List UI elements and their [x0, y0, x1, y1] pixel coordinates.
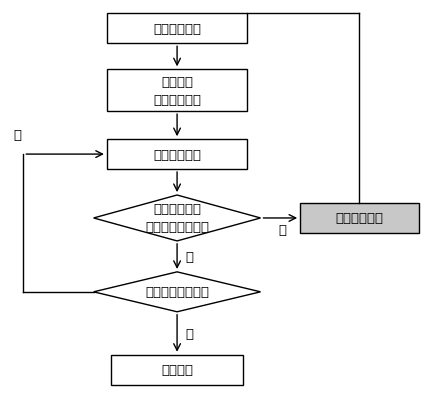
Text: 是: 是	[186, 327, 194, 340]
Text: 采集环境参数: 采集环境参数	[153, 148, 201, 161]
Polygon shape	[94, 272, 260, 312]
Text: 判断是否完成化成: 判断是否完成化成	[145, 286, 209, 299]
Text: 根据控制
参数进行控制: 根据控制 参数进行控制	[153, 75, 201, 106]
Text: 导入控制参数: 导入控制参数	[153, 23, 201, 36]
Polygon shape	[94, 196, 260, 241]
FancyBboxPatch shape	[107, 14, 248, 44]
Text: 是: 是	[278, 224, 286, 237]
FancyBboxPatch shape	[300, 203, 419, 233]
FancyBboxPatch shape	[107, 70, 248, 112]
Text: 否: 否	[13, 128, 21, 141]
FancyBboxPatch shape	[107, 140, 248, 170]
Text: 完成化成: 完成化成	[161, 363, 193, 376]
Text: 否: 否	[186, 250, 194, 263]
FancyBboxPatch shape	[111, 355, 243, 385]
Text: 判断是否超过
预定参数误差范围: 判断是否超过 预定参数误差范围	[145, 203, 209, 234]
Text: 调整控制参数: 调整控制参数	[335, 212, 383, 225]
